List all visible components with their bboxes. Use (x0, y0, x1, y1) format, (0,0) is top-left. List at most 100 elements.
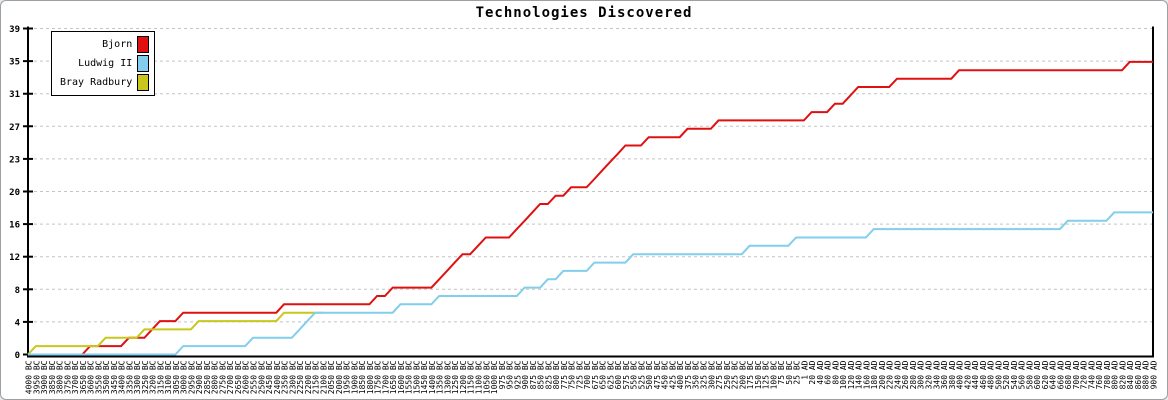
svg-text:720 AD: 720 AD (1080, 360, 1089, 389)
svg-text:2550 BC: 2550 BC (250, 360, 259, 394)
svg-text:3700 BC: 3700 BC (71, 360, 80, 394)
svg-text:3200 BC: 3200 BC (149, 360, 158, 394)
chart-title: Technologies Discovered (475, 5, 693, 21)
svg-text:460 AD: 460 AD (979, 360, 988, 389)
svg-text:900 AD: 900 AD (1150, 360, 1159, 389)
svg-text:500 BC: 500 BC (645, 360, 654, 389)
svg-text:420 AD: 420 AD (963, 360, 972, 389)
svg-text:3850 BC: 3850 BC (48, 360, 57, 394)
svg-text:2900 BC: 2900 BC (195, 360, 204, 394)
svg-text:2850 BC: 2850 BC (203, 360, 212, 394)
svg-text:125 BC: 125 BC (762, 360, 771, 389)
svg-text:8: 8 (15, 286, 20, 296)
legend-row: Bjorn (60, 35, 150, 54)
svg-text:550 BC: 550 BC (630, 360, 639, 389)
svg-text:1300 BC: 1300 BC (443, 360, 452, 394)
svg-text:12: 12 (9, 253, 20, 263)
svg-text:750 BC: 750 BC (568, 360, 577, 389)
svg-text:450 BC: 450 BC (661, 360, 670, 389)
svg-text:3550 BC: 3550 BC (94, 360, 103, 394)
svg-text:2800 BC: 2800 BC (211, 360, 220, 394)
svg-text:2650 BC: 2650 BC (234, 360, 243, 394)
svg-text:80 AD: 80 AD (831, 360, 840, 384)
svg-text:375 BC: 375 BC (684, 360, 693, 389)
svg-text:225 BC: 225 BC (731, 360, 740, 389)
svg-text:1200 BC: 1200 BC (459, 360, 468, 394)
svg-text:325 BC: 325 BC (700, 360, 709, 389)
svg-text:440 AD: 440 AD (971, 360, 980, 389)
svg-text:475 BC: 475 BC (653, 360, 662, 389)
svg-text:680 AD: 680 AD (1064, 360, 1073, 389)
svg-text:950 BC: 950 BC (506, 360, 515, 389)
svg-text:3050 BC: 3050 BC (172, 360, 181, 394)
svg-text:75 BC: 75 BC (777, 360, 786, 384)
svg-text:2400 BC: 2400 BC (273, 360, 282, 394)
svg-text:200 BC: 200 BC (738, 360, 747, 389)
svg-text:300 AD: 300 AD (917, 360, 926, 389)
svg-text:0: 0 (15, 351, 20, 361)
svg-text:3300 BC: 3300 BC (133, 360, 142, 394)
svg-text:1650 BC: 1650 BC (389, 360, 398, 394)
svg-text:27: 27 (9, 123, 20, 133)
svg-text:660 AD: 660 AD (1056, 360, 1065, 389)
svg-text:640 AD: 640 AD (1049, 360, 1058, 389)
svg-text:31: 31 (9, 90, 20, 100)
svg-text:100 AD: 100 AD (839, 360, 848, 389)
svg-text:975 BC: 975 BC (498, 360, 507, 389)
svg-text:425 BC: 425 BC (668, 360, 677, 389)
svg-text:140 AD: 140 AD (855, 360, 864, 389)
svg-text:360 AD: 360 AD (940, 360, 949, 389)
svg-text:925 BC: 925 BC (513, 360, 522, 389)
svg-text:3600 BC: 3600 BC (87, 360, 96, 394)
svg-text:35: 35 (9, 58, 20, 68)
svg-text:540 AD: 540 AD (1010, 360, 1019, 389)
svg-text:1150 BC: 1150 BC (467, 360, 476, 394)
svg-text:620 AD: 620 AD (1041, 360, 1050, 389)
legend-swatch-red (137, 36, 150, 53)
svg-text:2950 BC: 2950 BC (187, 360, 196, 394)
svg-text:625 BC: 625 BC (606, 360, 615, 389)
svg-text:560 AD: 560 AD (1018, 360, 1027, 389)
svg-text:1000 BC: 1000 BC (490, 360, 499, 394)
svg-text:260 AD: 260 AD (901, 360, 910, 389)
svg-text:700 BC: 700 BC (583, 360, 592, 389)
svg-text:200 AD: 200 AD (878, 360, 887, 389)
svg-text:1850 BC: 1850 BC (358, 360, 367, 394)
svg-text:1750 BC: 1750 BC (374, 360, 383, 394)
svg-text:500 AD: 500 AD (994, 360, 1003, 389)
svg-text:875 BC: 875 BC (529, 360, 538, 389)
svg-text:2300 BC: 2300 BC (288, 360, 297, 394)
svg-text:150 BC: 150 BC (754, 360, 763, 389)
svg-text:220 AD: 220 AD (886, 360, 895, 389)
svg-text:3500 BC: 3500 BC (102, 360, 111, 394)
svg-text:740 AD: 740 AD (1087, 360, 1096, 389)
svg-text:180 AD: 180 AD (870, 360, 879, 389)
svg-text:280 AD: 280 AD (909, 360, 918, 389)
svg-text:2250 BC: 2250 BC (296, 360, 305, 394)
svg-text:1050 BC: 1050 BC (482, 360, 491, 394)
svg-text:400 BC: 400 BC (676, 360, 685, 389)
svg-text:400 AD: 400 AD (956, 360, 965, 389)
svg-text:380 AD: 380 AD (948, 360, 957, 389)
svg-text:800 AD: 800 AD (1111, 360, 1120, 389)
svg-text:3900 BC: 3900 BC (40, 360, 49, 394)
svg-text:250 BC: 250 BC (723, 360, 732, 389)
svg-text:3150 BC: 3150 BC (156, 360, 165, 394)
svg-text:675 BC: 675 BC (591, 360, 600, 389)
svg-text:520 AD: 520 AD (1002, 360, 1011, 389)
svg-text:120 AD: 120 AD (847, 360, 856, 389)
svg-text:2150 BC: 2150 BC (312, 360, 321, 394)
legend-row: Bray Radbury (60, 73, 150, 92)
svg-text:40 AD: 40 AD (816, 360, 825, 384)
legend-label-bjorn: Bjorn (102, 39, 133, 50)
svg-text:3250 BC: 3250 BC (141, 360, 150, 394)
svg-text:4000 BC: 4000 BC (25, 360, 34, 394)
svg-text:575 BC: 575 BC (622, 360, 631, 389)
svg-text:525 BC: 525 BC (637, 360, 646, 389)
svg-text:880 AD: 880 AD (1142, 360, 1151, 389)
svg-text:3350 BC: 3350 BC (125, 360, 134, 394)
svg-text:4: 4 (15, 318, 21, 328)
svg-text:20 AD: 20 AD (808, 360, 817, 384)
